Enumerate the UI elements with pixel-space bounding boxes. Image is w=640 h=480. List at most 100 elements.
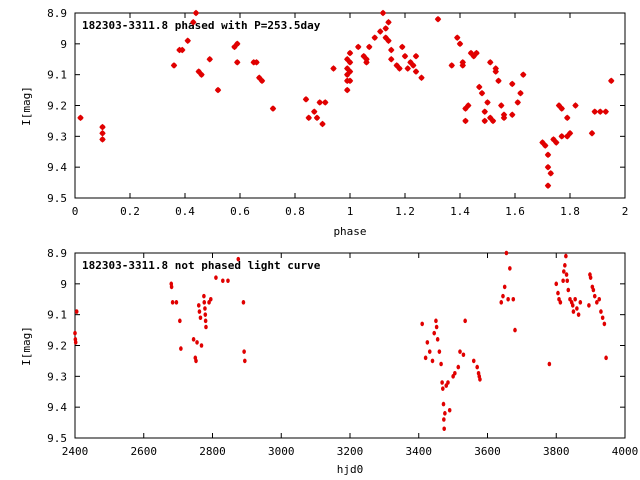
phased-data-point [313, 114, 321, 122]
phased-data-point [344, 86, 351, 94]
phased-data-point [454, 34, 461, 41]
unphased-y-tick-label: 9.3 [47, 370, 67, 383]
unphased-data-points [73, 250, 608, 432]
phased-data-point [484, 99, 491, 106]
unphased-data-point [226, 278, 230, 284]
phased-y-tick-label: 9.1 [47, 69, 67, 82]
phased-data-point [330, 65, 337, 72]
unphased-data-point [562, 269, 566, 274]
unphased-data-point [427, 349, 432, 354]
phased-x-axis-label: phase [333, 225, 366, 238]
unphased-x-tick-label: 3800 [543, 445, 570, 458]
unphased-data-point [196, 303, 201, 308]
phased-data-point [520, 71, 527, 78]
unphased-data-point [179, 346, 183, 351]
phased-data-point [602, 108, 609, 115]
phased-x-tick-label: 0.8 [285, 205, 305, 218]
phased-data-point [382, 25, 389, 32]
phased-data-point [184, 37, 191, 44]
unphased-data-point [453, 370, 457, 376]
phased-data-point [410, 62, 417, 69]
unphased-data-point [506, 296, 510, 302]
unphased-x-tick-label: 4000 [612, 445, 639, 458]
phased-data-point [553, 139, 560, 146]
phased-x-tick-label: 0 [72, 205, 79, 218]
phased-data-point [401, 52, 409, 60]
phased-data-point [385, 19, 392, 26]
unphased-data-point [439, 361, 443, 367]
unphased-data-point [597, 296, 602, 302]
phased-data-point [465, 102, 472, 109]
unphased-data-point [461, 352, 466, 358]
unphased-chart-title: 182303-3311.8 not phased light curve [82, 259, 321, 272]
phased-x-tick-label: 0.4 [175, 205, 195, 218]
unphased-data-point [578, 300, 583, 305]
unphased-data-point [566, 287, 571, 293]
unphased-data-point [571, 309, 576, 314]
unphased-data-point [174, 300, 179, 305]
unphased-data-point [243, 358, 247, 364]
phased-data-point [481, 117, 488, 125]
phased-y-tick-label: 9.3 [47, 130, 67, 143]
unphased-data-point [447, 407, 452, 413]
unphased-y-tick-label: 9.1 [47, 309, 67, 322]
phased-data-point [456, 40, 464, 48]
unphased-data-point [564, 253, 568, 259]
phased-axis-ticks: 0 0.2 0.4 0.6 0.8 1 1.2 1.4 1.6 1.8 2 8.9 9 9.1 9.2 9.3… [47, 7, 628, 218]
unphased-data-point [561, 278, 565, 284]
phased-x-tick-label: 1.6 [505, 205, 525, 218]
unphased-data-point [547, 361, 552, 367]
unphased-data-point [508, 266, 512, 271]
unphased-data-point [602, 321, 607, 327]
unphased-data-point [558, 300, 563, 305]
unphased-data-point [214, 275, 218, 280]
unphased-x-tick-label: 2400 [62, 445, 89, 458]
phased-data-point [99, 123, 106, 131]
phased-x-tick-label: 1 [347, 205, 354, 218]
unphased-y-tick-label: 8.9 [47, 247, 67, 260]
unphased-data-point [513, 327, 517, 333]
phased-x-tick-label: 2 [622, 205, 629, 218]
phased-y-tick-label: 9.2 [47, 100, 67, 113]
phased-data-point [495, 77, 502, 85]
unphased-data-point [591, 287, 596, 293]
unphased-data-point [208, 296, 213, 302]
phased-data-point [514, 99, 521, 106]
unphased-data-point [202, 293, 206, 299]
phased-data-point [319, 120, 326, 128]
phased-data-point [77, 114, 84, 122]
unphased-x-tick-label: 3400 [406, 445, 433, 458]
phased-data-point [597, 108, 604, 115]
phased-data-point [498, 102, 505, 109]
unphased-data-point [202, 300, 207, 305]
unphased-data-point [203, 312, 208, 317]
unphased-data-point [442, 417, 446, 422]
phased-data-point [269, 105, 277, 112]
phased-data-point [363, 56, 370, 63]
phased-data-point [206, 56, 213, 63]
phased-data-point [500, 114, 508, 122]
phased-data-point [509, 80, 516, 88]
unphased-data-point [169, 284, 174, 290]
phased-data-point [258, 77, 266, 85]
unphased-data-point [456, 364, 461, 370]
unphased-data-point [236, 256, 241, 262]
unphased-data-point [203, 318, 208, 324]
unphased-data-point [73, 330, 77, 336]
unphased-data-point [554, 281, 559, 287]
phased-plot-area [74, 12, 626, 199]
unphased-data-point [437, 349, 442, 354]
unphased-data-point [441, 401, 446, 407]
unphased-data-point [423, 355, 428, 361]
phased-data-point [379, 9, 387, 17]
unphased-data-point [588, 275, 593, 280]
unphased-data-point [73, 340, 78, 345]
phased-data-point [234, 40, 241, 48]
phased-data-point [572, 102, 579, 109]
phased-data-point [355, 43, 362, 51]
phased-data-point [190, 19, 197, 26]
phased-data-point [558, 133, 565, 140]
unphased-data-point [199, 343, 204, 348]
unphased-data-point [587, 303, 591, 308]
phased-x-tick-label: 1.4 [450, 205, 470, 218]
